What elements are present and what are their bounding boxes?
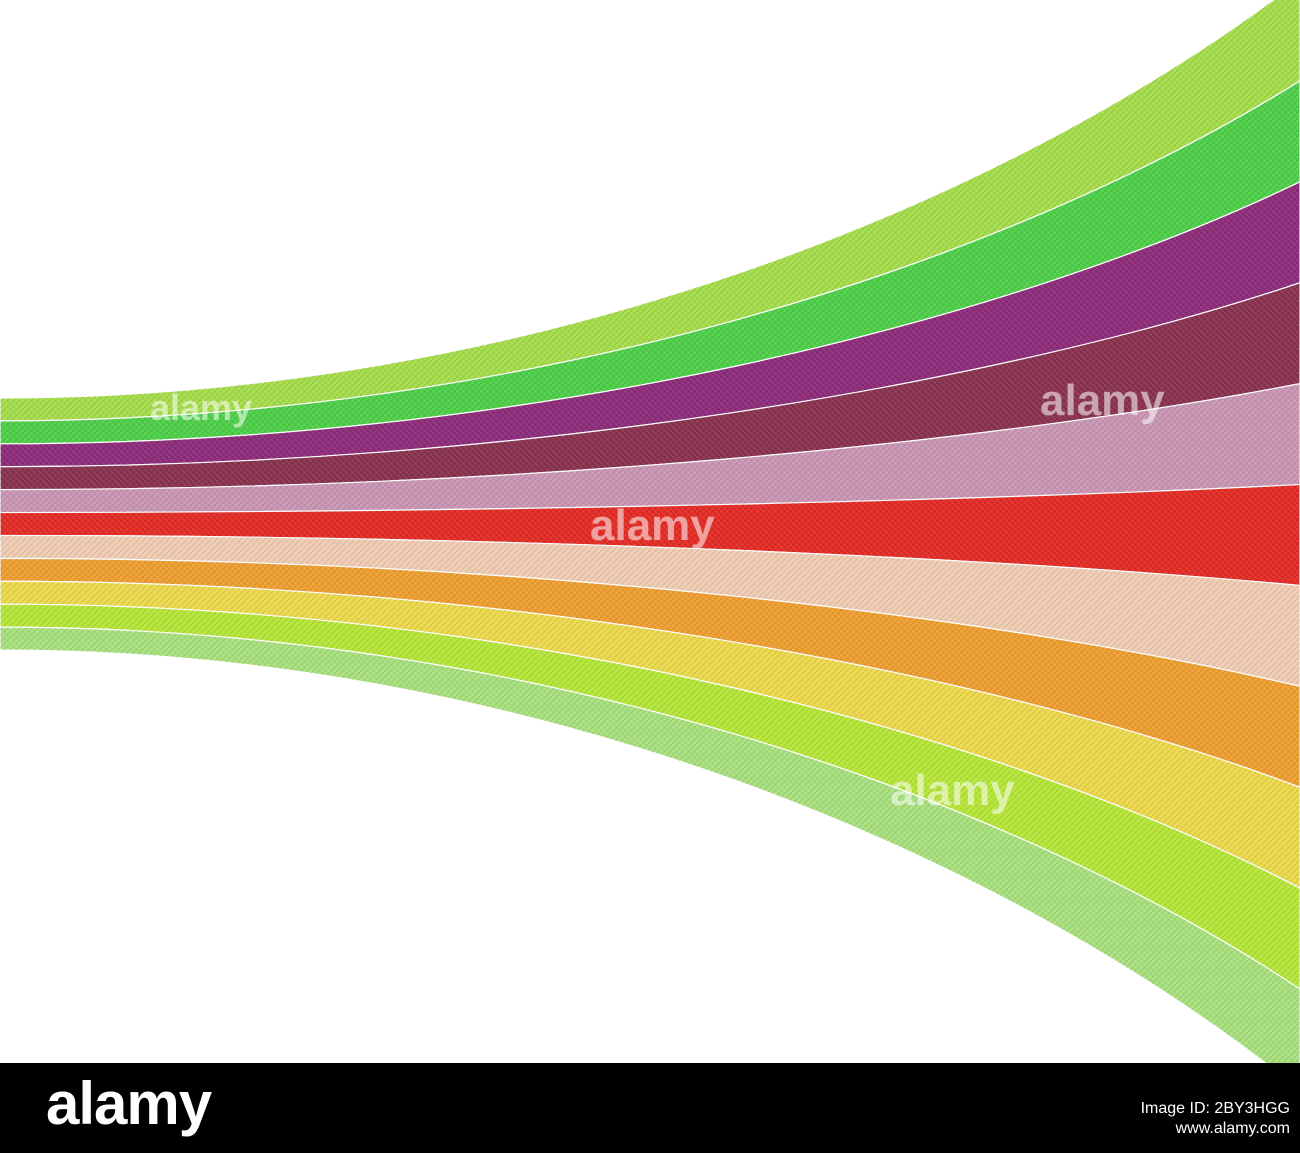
stripe-texture (0, 558, 1300, 788)
image-id-label: Image ID: 2BY3HGG (1140, 1100, 1290, 1117)
rainbow-wave-svg: alamy alamy alamy alamy (0, 0, 1300, 1063)
watermark-text: alamy (1040, 376, 1165, 425)
stripe-texture (0, 581, 1300, 889)
stripe-texture (0, 535, 1300, 687)
stripe-texture (0, 282, 1300, 490)
stock-footer-bar: alamy Image ID: 2BY3HGG www.alamy.com (0, 1063, 1300, 1153)
stripe-texture (0, 0, 1300, 421)
site-url: www.alamy.com (1175, 1120, 1290, 1137)
stripe-texture (0, 627, 1300, 1063)
watermark-text: alamy (150, 387, 252, 428)
stripe-texture (0, 80, 1300, 444)
watermark-text: alamy (890, 766, 1015, 815)
stripe-texture (0, 383, 1300, 513)
stripe-texture (0, 604, 1300, 990)
rainbow-wave-artwork: alamy alamy alamy alamy (0, 0, 1300, 1063)
stripe-texture (0, 484, 1300, 586)
stripe-texture (0, 181, 1300, 467)
watermark-text: alamy (590, 501, 715, 550)
alamy-logo: alamy (46, 1070, 212, 1137)
